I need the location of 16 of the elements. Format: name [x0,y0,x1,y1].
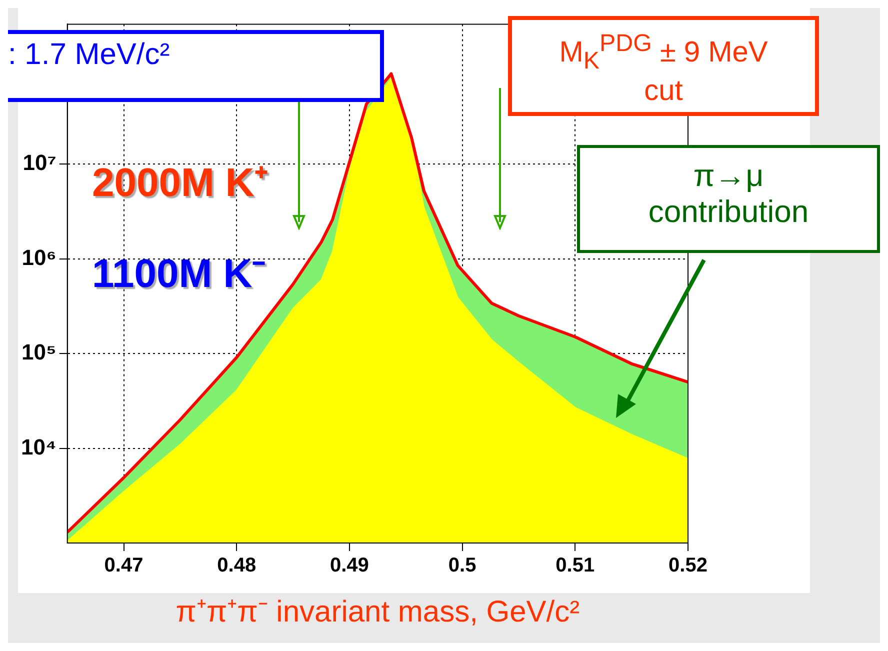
x-tick-label: 0.5 [448,554,476,577]
x-axis-title: π⁺π⁺π⁻ invariant mass, GeV/c² [176,595,580,628]
callout-box: π→μ contribution [577,145,880,253]
x-tick-label: 0.52 [668,554,708,577]
y-tick-label: 10⁴ [20,434,56,460]
x-tick-label: 0.47 [104,554,144,577]
annotation: 2000M K⁺ [92,160,268,206]
callout-box: : 1.7 MeV/c² [8,30,384,102]
annotation: 1100M K⁻ [92,251,266,297]
y-tick-label: 10⁶ [22,244,56,270]
x-tick-label: 0.48 [217,554,256,577]
callout-box: M$_{K}$$^{PDG}$ ± 9 MeV cut [508,16,819,116]
y-tick-label: 10⁷ [22,150,56,176]
x-tick-label: 0.51 [556,554,595,577]
y-tick-label: 10⁵ [22,340,56,365]
x-tick-label: 0.49 [330,554,369,577]
